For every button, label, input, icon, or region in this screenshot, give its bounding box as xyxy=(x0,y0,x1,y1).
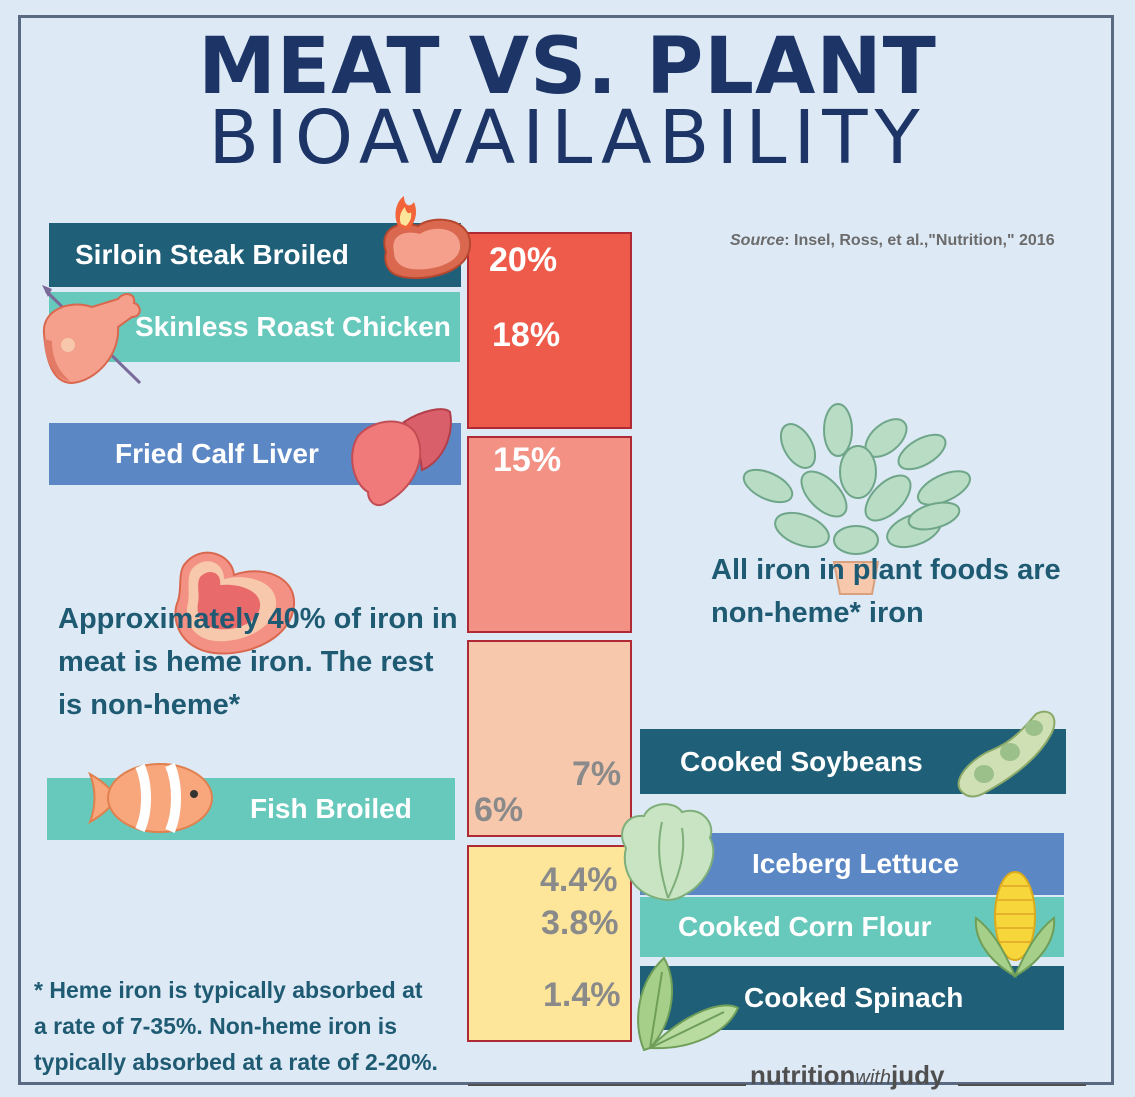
meat-note-line: Approximately 40% of iron in xyxy=(58,603,458,635)
potted-plant-icon xyxy=(742,403,971,595)
fish-icon xyxy=(88,763,213,833)
pct-sirloin: 20% xyxy=(489,241,558,279)
pct-corn: 3.8% xyxy=(541,904,619,942)
brand-part: judy xyxy=(891,1060,945,1090)
bar-label: Cooked Soybeans xyxy=(680,745,923,777)
source-citation: Source: Insel, Ross, et al.,"Nutrition,"… xyxy=(730,232,1055,250)
steak-icon xyxy=(383,196,472,280)
plant-note-line: All iron in plant foods are xyxy=(711,554,1061,586)
meat-note-line: is non-heme* xyxy=(58,689,241,721)
brand-logo: nutritionwithjudy xyxy=(750,1060,944,1091)
pct-fish: 6% xyxy=(474,791,524,829)
bar-label: Fish Broiled xyxy=(250,793,412,824)
brand-rule-right xyxy=(958,1084,1086,1086)
block-peach xyxy=(467,640,632,837)
block-yellow xyxy=(467,845,632,1042)
footnote-line: typically absorbed at a rate of 2-20%. xyxy=(34,1049,438,1075)
pct-soybeans: 7% xyxy=(572,755,622,793)
pct-spinach: 1.4% xyxy=(543,976,621,1014)
block-red xyxy=(467,232,632,429)
brand-part: with xyxy=(855,1067,891,1089)
bar-label: Sirloin Steak Broiled xyxy=(75,239,349,270)
source-text: : Insel, Ross, et al.,"Nutrition," 2016 xyxy=(784,232,1055,249)
footnote-line: * Heme iron is typically absorbed at xyxy=(34,977,423,1003)
title: MEAT VS. PLANT xyxy=(198,22,937,112)
pct-liver: 15% xyxy=(493,441,562,479)
pct-lettuce: 4.4% xyxy=(540,861,618,899)
subtitle: BIOAVAILABILITY xyxy=(208,95,927,181)
bar-label: Iceberg Lettuce xyxy=(752,848,959,879)
soybean-icon xyxy=(957,710,1056,798)
footnote: * Heme iron is typically absorbed at a r… xyxy=(34,972,438,1080)
meat-note: Approximately 40% of iron in meat is hem… xyxy=(58,598,458,727)
meat-note-line: meat is heme iron. The rest xyxy=(58,646,434,678)
pct-chicken: 18% xyxy=(492,316,561,354)
corn-icon xyxy=(974,871,1056,979)
spinach-leaf-icon xyxy=(637,956,740,1052)
lettuce-icon xyxy=(621,803,715,902)
brand-part: nutrition xyxy=(750,1060,856,1090)
bar-label: Fried Calf Liver xyxy=(115,438,319,469)
chicken-leg-icon xyxy=(42,285,142,385)
source-label: Source xyxy=(730,232,785,249)
plant-note-line: non-heme* iron xyxy=(711,597,924,629)
bar-label: Cooked Spinach xyxy=(744,982,964,1013)
plant-note: All iron in plant foods are non-heme* ir… xyxy=(711,549,1061,635)
bar-label: Cooked Corn Flour xyxy=(678,911,932,942)
brand-rule-left xyxy=(468,1084,746,1086)
bar-label: Skinless Roast Chicken xyxy=(135,311,451,342)
border-frame xyxy=(18,15,1114,1085)
block-salmon xyxy=(467,436,632,633)
steak-icon xyxy=(174,551,296,655)
footnote-line: a rate of 7-35%. Non-heme iron is xyxy=(34,1013,397,1039)
liver-icon xyxy=(351,408,452,506)
